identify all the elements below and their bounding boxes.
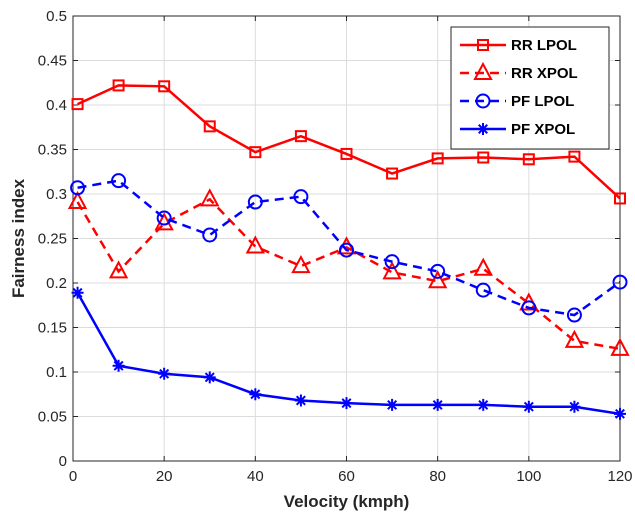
legend-pf-xpol-marker [477,123,489,135]
pf-xpol-marker [158,367,171,380]
legend-item-rr-xpol: RR XPOL [460,61,578,82]
pf-lpol-marker [521,300,537,316]
rr-xpol-marker [473,257,493,276]
series-rr-xpol [67,188,630,356]
y-tick-label: 0.2 [46,275,67,292]
rr-lpol-marker [71,98,84,111]
pf-lpol-marker [293,189,309,205]
legend-label: PF XPOL [511,121,575,138]
y-tick-label: 0 [59,453,67,470]
rr-xpol-marker [610,337,630,356]
rr-lpol-marker [340,147,353,160]
rr-xpol-marker [108,260,129,279]
x-tick-label: 80 [429,468,446,485]
pf-lpol-marker [111,173,127,189]
series-group [67,79,630,420]
legend-label: RR LPOL [511,37,577,54]
x-tick-label: 100 [516,468,541,485]
y-tick-label: 0.25 [38,231,67,248]
rr-xpol-marker [382,261,402,280]
pf-xpol-marker [386,398,399,411]
y-tick-label: 0.4 [46,97,67,114]
rr-lpol-marker [522,153,535,166]
pf-xpol-marker [568,400,581,413]
rr-lpol-marker [477,151,490,164]
x-tick-label: 20 [156,468,173,485]
rr-xpol-marker [291,254,311,274]
rr-lpol-marker [568,150,581,163]
y-tick-label: 0.15 [38,320,67,337]
rr-lpol-marker [294,130,307,143]
pf-xpol-marker [203,371,216,384]
y-tick-label: 0.5 [46,8,67,25]
pf-lpol-marker [384,254,400,270]
rr-xpol-line [76,197,621,351]
pf-xpol-marker [614,407,626,420]
pf-xpol-marker [294,394,307,407]
pf-lpol-marker [566,307,582,323]
rr-lpol-marker [112,79,125,92]
x-tick-label: 120 [607,468,632,485]
axis-ticks: 0 20 40 60 80 100 120 0 0.05 0.1 0.15 0.2 0.25 0.3 0.3… [38,8,633,485]
pf-lpol-marker [247,194,263,210]
rr-xpol-marker [200,188,220,207]
x-tick-label: 40 [247,468,264,485]
rr-xpol-marker [67,190,88,210]
y-tick-label: 0.05 [38,409,67,426]
x-axis-title: Velocity (kmph) [284,492,410,511]
pf-xpol-marker [522,400,535,413]
pf-xpol-marker [71,286,84,299]
y-tick-label: 0.3 [46,186,67,203]
y-axis-title: Fairness index [9,178,28,298]
pf-lpol-marker [475,282,491,298]
legend-pf-lpol-marker [475,93,491,109]
rr-lpol-marker [158,80,171,93]
legend-label: PF LPOL [511,93,574,110]
pf-xpol-marker [340,397,353,410]
rr-xpol-marker [564,329,585,348]
rr-lpol-marker [431,152,444,165]
y-tick-label: 0.35 [38,142,67,159]
x-tick-label: 0 [69,468,77,485]
y-tick-label: 0.45 [38,53,67,70]
pf-lpol-marker [612,274,628,290]
pf-xpol-marker [249,388,262,401]
legend-item-pf-lpol: PF LPOL [460,93,574,110]
series-rr-lpol [71,79,626,205]
legend-item-rr-lpol: RR LPOL [460,37,577,54]
rr-lpol-marker [249,146,262,159]
x-tick-label: 60 [338,468,355,485]
pf-lpol-marker [202,227,218,243]
series-pf-xpol [71,286,626,420]
pf-xpol-marker [431,398,444,411]
series-pf-lpol [70,173,628,323]
legend-label: RR XPOL [511,65,578,82]
y-tick-label: 0.1 [46,364,67,381]
rr-lpol-marker [614,192,626,205]
rr-lpol-marker [203,120,216,133]
legend-rr-lpol-marker [477,39,489,51]
legend-item-pf-xpol: PF XPOL [460,121,575,138]
pf-lpol-marker [339,242,354,258]
pf-xpol-marker [477,398,490,411]
pf-xpol-marker [112,359,125,372]
legend-rr-xpol-marker [473,61,493,80]
pf-lpol-marker [70,180,86,196]
legend: RR LPOL RR XPOL PF LPOL PF XPOL [450,26,610,150]
pf-lpol-marker [156,210,172,226]
rr-lpol-line [77,84,621,200]
pf-lpol-marker [430,263,446,279]
rr-xpol-marker [245,235,266,254]
rr-lpol-marker [386,167,399,180]
pf-lpol-line [77,179,621,317]
rr-xpol-marker [427,270,448,289]
